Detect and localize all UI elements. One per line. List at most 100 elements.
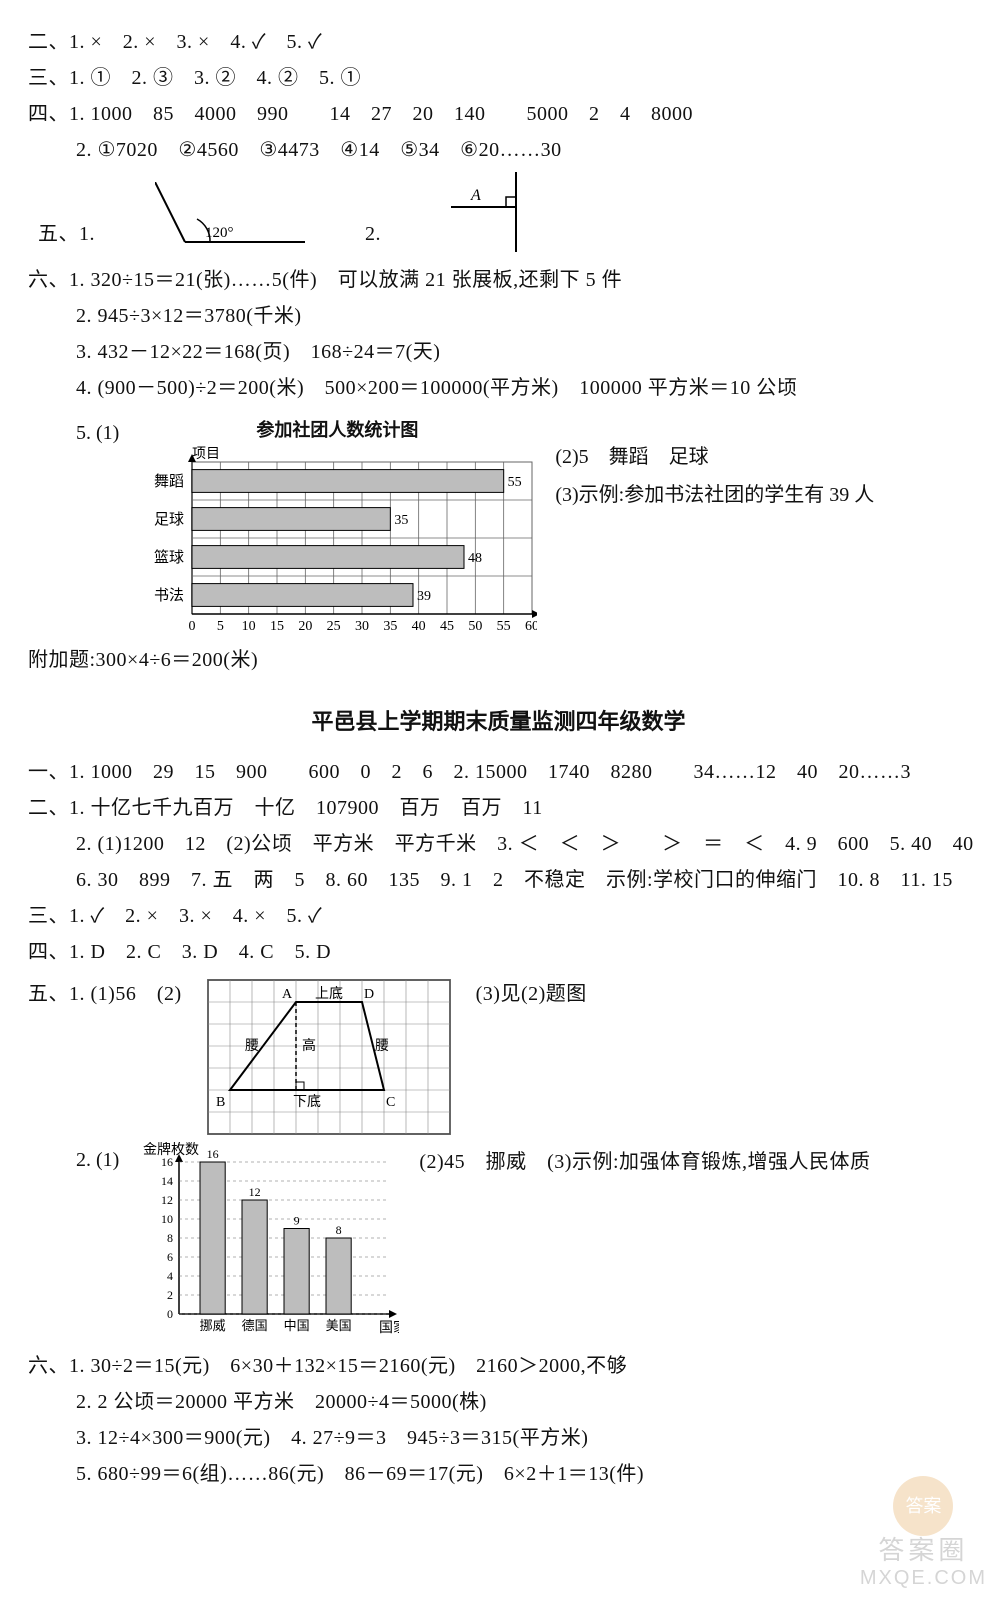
sec6-5-side: (2)5 舞蹈 足球 (3)示例:参加书法社团的学生有 39 人 [555,416,874,514]
p2-s6-l4: 5. 680÷99＝6(组)……86(元) 86－69＝17(元) 6×2＋1＝… [28,1456,969,1492]
angle-text: 120° [205,225,234,241]
watermark-line1: 答案圈 [860,1530,987,1567]
sec5-sep-label: 2. [365,216,381,252]
sec6-5-label: 5. (1) [28,416,119,450]
svg-text:12: 12 [161,1193,173,1207]
medal-bar-chart: 金牌枚数0246810121416国家16挪威12德国9中国8美国 [139,1142,399,1342]
svg-text:60: 60 [525,619,537,634]
sec5-lead-text: 五、1. [38,223,95,245]
svg-text:书法: 书法 [154,587,184,604]
title2: 平邑县上学期期末质量监测四年级数学 [28,704,969,736]
svg-text:下底: 下底 [293,1094,321,1110]
sec5-figures: 五、1. 120° 2. A [38,172,969,252]
svg-text:舞蹈: 舞蹈 [154,473,184,490]
svg-text:D: D [364,987,374,1002]
svg-text:中国: 中国 [284,1318,310,1333]
svg-text:8: 8 [167,1231,173,1245]
svg-text:40: 40 [412,619,426,634]
svg-text:B: B [216,1095,225,1110]
p2-s5-lead2: 2. (1) [28,1142,119,1178]
p2-s6-l2: 2. 2 公顷＝20000 平方米 20000÷4＝5000(株) [28,1384,969,1420]
watermark-line2: MXQE.COM [860,1567,987,1590]
sec3: 三、1. ① 2. ③ 3. ② 4. ② 5. ① [28,60,969,96]
svg-text:35: 35 [384,619,398,634]
svg-text:30: 30 [355,619,369,634]
p2-s5-2-block: 2. (1) 金牌枚数0246810121416国家16挪威12德国9中国8美国… [28,1142,969,1342]
sec5-sep-text: 2. [365,223,381,245]
svg-text:6: 6 [167,1250,173,1264]
p2-s6-l3: 3. 12÷4×300＝900(元) 4. 27÷9＝3 945÷3＝315(平… [28,1420,969,1456]
svg-text:16: 16 [161,1155,173,1169]
svg-text:5: 5 [217,619,224,634]
svg-text:12: 12 [249,1185,261,1199]
svg-text:项目: 项目 [192,447,220,462]
svg-text:挪威: 挪威 [200,1318,226,1333]
svg-text:高: 高 [302,1037,316,1054]
medal-chart-svg: 金牌枚数0246810121416国家16挪威12德国9中国8美国 [139,1142,399,1342]
svg-text:腰: 腰 [245,1039,259,1054]
svg-text:德国: 德国 [242,1318,268,1333]
angle-figure: 120° [155,182,305,252]
sec6-5-side2: (2)5 舞蹈 足球 [555,438,874,476]
club-bar-chart: 参加社团人数统计图 项目051015202530354045505560人数舞蹈… [137,416,537,634]
svg-text:45: 45 [440,619,454,634]
svg-text:48: 48 [468,551,482,566]
club-chart-svg: 项目051015202530354045505560人数舞蹈55足球35篮球48… [137,444,537,634]
svg-text:A: A [282,987,293,1002]
svg-text:55: 55 [497,619,511,634]
svg-text:0: 0 [167,1307,173,1321]
svg-text:C: C [386,1095,395,1110]
p2-s5-right2: (2)45 挪威 (3)示例:加强体育锻炼,增强人民体质 [419,1142,870,1180]
svg-text:16: 16 [207,1147,219,1161]
sec6-5-block: 5. (1) 参加社团人数统计图 项目 0 5 10 15 20 25 30 35 40 45 50 5… [28,416,969,634]
svg-text:美国: 美国 [326,1318,352,1333]
p2-s2-l2: 2. (1)1200 12 (2)公顷 平方米 平方千米 3. ＜ ＜ ＞ ＞ … [28,826,969,862]
sec4-l2: 2. ①7020 ②4560 ③4473 ④14 ⑤34 ⑥20……30 [28,132,969,168]
club-chart-title: 参加社团人数统计图 [137,416,537,442]
svg-text:10: 10 [242,619,256,634]
sec6-l1: 六、1. 320÷15＝21(张)……5(件) 可以放满 21 张展板,还剩下 … [28,262,969,298]
svg-text:国家: 国家 [379,1319,399,1336]
svg-text:8: 8 [336,1223,342,1237]
sec5-lead: 五、1. [38,216,95,252]
perpendicular-figure: A [441,172,551,252]
sec6-l4: 4. (900－500)÷2＝200(米) 500×200＝100000(平方米… [28,370,969,406]
svg-text:4: 4 [167,1269,173,1283]
p2-s1: 一、1. 1000 29 15 900 600 0 2 6 2. 15000 1… [28,754,969,790]
sec4-l1: 四、1. 1000 85 4000 990 14 27 20 140 5000 … [28,96,969,132]
svg-text:足球: 足球 [154,511,184,528]
sec6-l2: 2. 945÷3×12＝3780(千米) [28,298,969,334]
p2-s2-l3: 6. 30 899 7. 五 两 5 8. 60 135 9. 1 2 不稳定 … [28,862,969,898]
sec2: 二、1. × 2. × 3. × 4. ✓ 5. ✓ [28,24,969,60]
svg-text:篮球: 篮球 [154,548,184,566]
watermark: 答案 答案圈 MXQE.COM [860,1476,987,1590]
p2-s2-l1: 二、1. 十亿七千九百万 十亿 107900 百万 百万 11 [28,790,969,826]
parallelogram-svg: A 上底 D 腰 高 腰 B 下底 C [204,976,454,1136]
svg-text:10: 10 [161,1212,173,1226]
page: 二、1. × 2. × 3. × 4. ✓ 5. ✓ 三、1. ① 2. ③ 3… [0,0,997,1600]
svg-text:50: 50 [469,619,483,634]
svg-text:0: 0 [189,619,196,634]
p2-s4: 四、1. D 2. C 3. D 4. C 5. D [28,934,969,970]
svg-text:上底: 上底 [315,986,343,1002]
svg-text:25: 25 [327,619,341,634]
svg-text:9: 9 [294,1214,300,1228]
svg-text:35: 35 [395,513,409,528]
sec6-5-side3: (3)示例:参加书法社团的学生有 39 人 [555,476,874,514]
p2-s5-lead: 五、1. (1)56 (2) [28,976,182,1012]
parallelogram-grid: A 上底 D 腰 高 腰 B 下底 C [204,976,454,1136]
svg-text:15: 15 [270,619,284,634]
p2-s5-1-block: 五、1. (1)56 (2) A 上底 D 腰 高 腰 B 下底 C (3)见(2)题图 [28,976,969,1136]
svg-text:39: 39 [417,589,431,604]
sec6-l3: 3. 432－12×22＝168(页) 168÷24＝7(天) [28,334,969,370]
perp-label: A [470,187,481,204]
svg-text:14: 14 [161,1174,173,1188]
p2-s6-l1: 六、1. 30÷2＝15(元) 6×30＋132×15＝2160(元) 2160… [28,1348,969,1384]
svg-text:2: 2 [167,1288,173,1302]
svg-text:55: 55 [508,475,522,490]
appendix: 附加题:300×4÷6＝200(米) [28,642,969,678]
svg-text:腰: 腰 [375,1039,389,1054]
p2-s3: 三、1. ✓ 2. × 3. × 4. × 5. ✓ [28,898,969,934]
svg-text:20: 20 [299,619,313,634]
p2-s5-tail: (3)见(2)题图 [476,976,587,1012]
